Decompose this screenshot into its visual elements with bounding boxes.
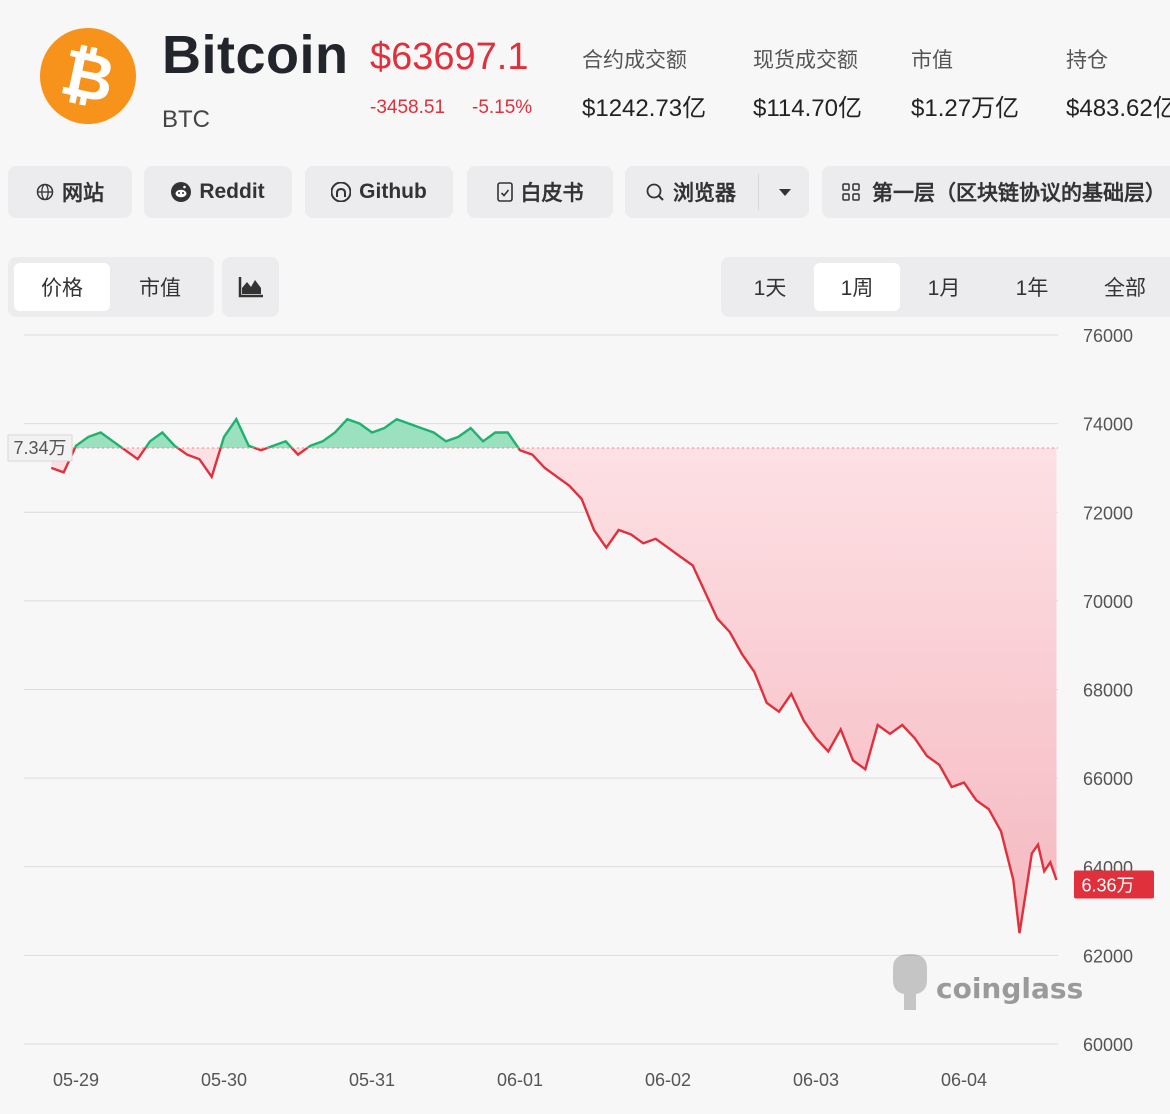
document-icon — [496, 182, 513, 202]
range-1y[interactable]: 1年 — [1015, 277, 1049, 300]
explorer-divider — [758, 174, 759, 210]
price-line-up — [73, 416, 520, 448]
futures-volume-label: 合约成交额 — [582, 49, 687, 72]
price-change-percent: -5.15% — [472, 97, 533, 118]
globe-icon — [36, 183, 54, 201]
current-price-tag — [1074, 870, 1154, 899]
coin-name: Bitcoin — [162, 25, 349, 85]
y-tick-label: 60000 — [1083, 1035, 1133, 1055]
explorer-dropdown-button[interactable] — [760, 166, 809, 218]
market-cap-value: $1.27万亿 — [911, 95, 1020, 122]
x-tick-label: 06-02 — [645, 1070, 691, 1090]
github-link-label: Github — [359, 180, 427, 203]
grid-icon — [842, 183, 860, 201]
chart-type-button[interactable] — [222, 257, 279, 317]
y-tick-label: 74000 — [1083, 415, 1133, 435]
explorer-link-button[interactable]: 浏览器 — [625, 166, 809, 218]
y-tick-label: 66000 — [1083, 769, 1133, 789]
range-1m[interactable]: 1月 — [927, 277, 961, 300]
reddit-link-label: Reddit — [199, 180, 265, 203]
tab-price[interactable]: 价格 — [14, 263, 110, 311]
y-tick-label: 62000 — [1083, 946, 1133, 966]
x-tick-label: 05-29 — [53, 1070, 99, 1090]
current-price: $63697.1 — [370, 36, 529, 78]
watermark-text: coinglass — [936, 972, 1083, 1005]
reddit-icon — [171, 182, 192, 202]
caret-down-icon — [778, 189, 791, 196]
explorer-icon — [645, 182, 665, 202]
y-tick-label: 72000 — [1083, 503, 1133, 523]
bitcoin-logo: ₿ — [31, 19, 145, 133]
spot-volume-value: $114.70亿 — [753, 95, 862, 122]
market-cap-label: 市值 — [911, 49, 953, 72]
y-tick-label: 70000 — [1083, 592, 1133, 612]
tab-market-cap[interactable]: 市值 — [139, 277, 181, 300]
area-chart-icon — [238, 277, 263, 298]
price-line-down — [50, 447, 1058, 934]
baseline-label: 7.34万 — [13, 438, 66, 458]
futures-volume-value: $1242.73亿 — [582, 95, 707, 122]
coin-symbol: BTC — [162, 106, 210, 133]
time-range-group — [721, 257, 1170, 317]
explorer-link-label: 浏览器 — [673, 182, 736, 205]
spot-volume-label: 现货成交额 — [753, 49, 858, 72]
x-tick-label: 05-30 — [201, 1070, 247, 1090]
x-tick-label: 06-01 — [497, 1070, 543, 1090]
github-link-button[interactable]: Github — [305, 166, 453, 218]
github-icon — [331, 182, 352, 202]
open-interest-label: 持仓 — [1066, 49, 1108, 72]
area-below-baseline — [51, 447, 1057, 934]
x-tick-label: 06-03 — [793, 1070, 839, 1090]
area-above-baseline — [74, 419, 519, 448]
website-link-button[interactable]: 网站 — [8, 166, 132, 218]
reddit-link-button[interactable]: Reddit — [144, 166, 292, 218]
x-tick-label: 06-04 — [941, 1070, 987, 1090]
range-1w[interactable]: 1周 — [814, 263, 900, 311]
coinglass-logo-icon — [893, 954, 927, 1010]
website-link-label: 网站 — [62, 182, 104, 205]
category-layer1-label: 第一层（区块链协议的基础层） — [872, 182, 1166, 205]
current-price-label: 6.36万 — [1081, 875, 1134, 895]
price-chart[interactable]: 7600074000720007000068000660006400062000… — [0, 320, 1170, 1114]
whitepaper-link-button[interactable]: 白皮书 — [467, 166, 613, 218]
range-all[interactable]: 全部 — [1104, 277, 1146, 300]
price-change-absolute: -3458.51 — [370, 97, 446, 118]
whitepaper-link-label: 白皮书 — [520, 182, 584, 205]
y-tick-label: 76000 — [1083, 326, 1133, 346]
range-1d[interactable]: 1天 — [753, 277, 787, 300]
category-layer1-button[interactable]: 第一层（区块链协议的基础层） — [822, 166, 1170, 218]
open-interest-value: $483.62亿 — [1066, 95, 1170, 122]
x-tick-label: 05-31 — [349, 1070, 395, 1090]
baseline-tag — [7, 434, 73, 462]
y-tick-label: 68000 — [1083, 681, 1133, 701]
